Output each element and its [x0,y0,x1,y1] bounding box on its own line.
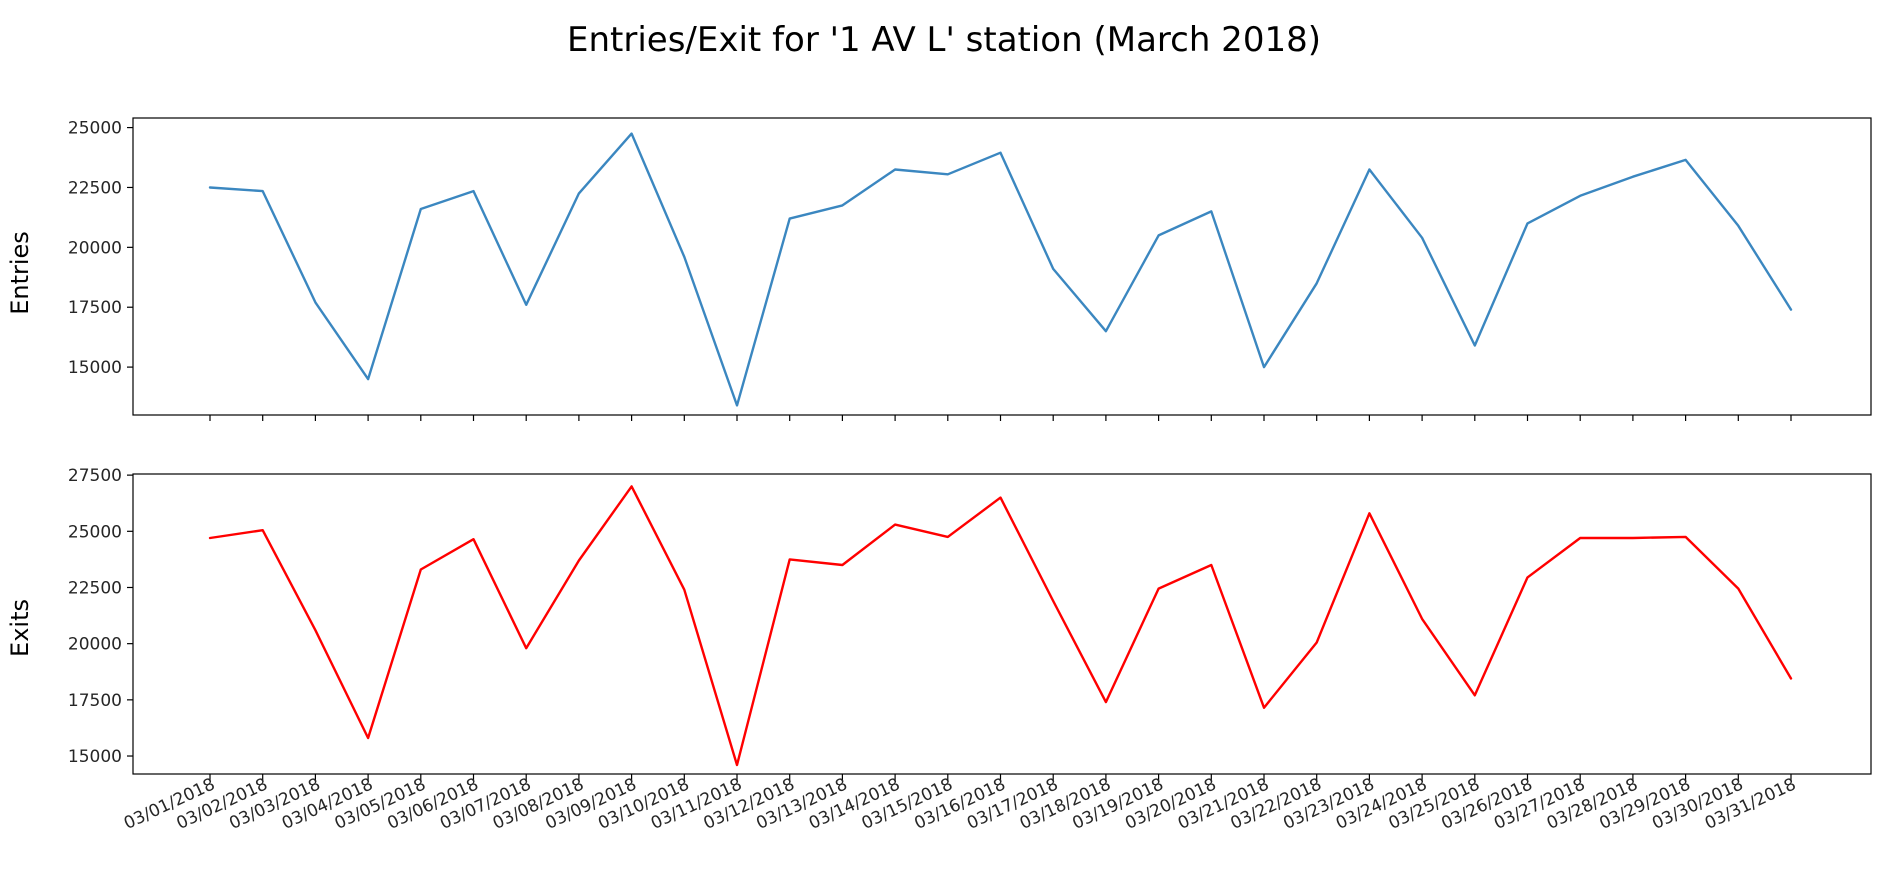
entries-y-tick-label: 22500 [68,178,122,198]
entries-axes-frame [132,117,1872,416]
entries-y-tick-label: 20000 [68,238,122,258]
exits-panel: Exits 15000 17500 20000 22500 25000 27500 [6,466,1872,780]
chart-title: Entries/Exit for '1 AV L' station (March… [567,20,1321,60]
exits-y-tick-label: 17500 [68,691,122,711]
exits-y-tick-label: 27500 [68,466,122,486]
entries-y-tick-label: 17500 [68,298,122,318]
exits-y-tick-label: 25000 [68,522,122,542]
entries-panel: Entries 15000 17500 20000 22500 25000 [6,117,1872,421]
entries-y-tick-label: 25000 [68,119,122,139]
exits-y-axis-label: Exits [6,599,34,657]
exits-y-tick-label: 20000 [68,635,122,655]
exits-y-tick-label: 15000 [68,747,122,767]
entries-y-tick-label: 15000 [68,358,122,378]
exits-axes-frame [132,473,1872,775]
exits-y-tick-label: 22500 [68,578,122,598]
entries-y-axis-label: Entries [6,231,34,315]
entries-series-line [208,132,1793,407]
